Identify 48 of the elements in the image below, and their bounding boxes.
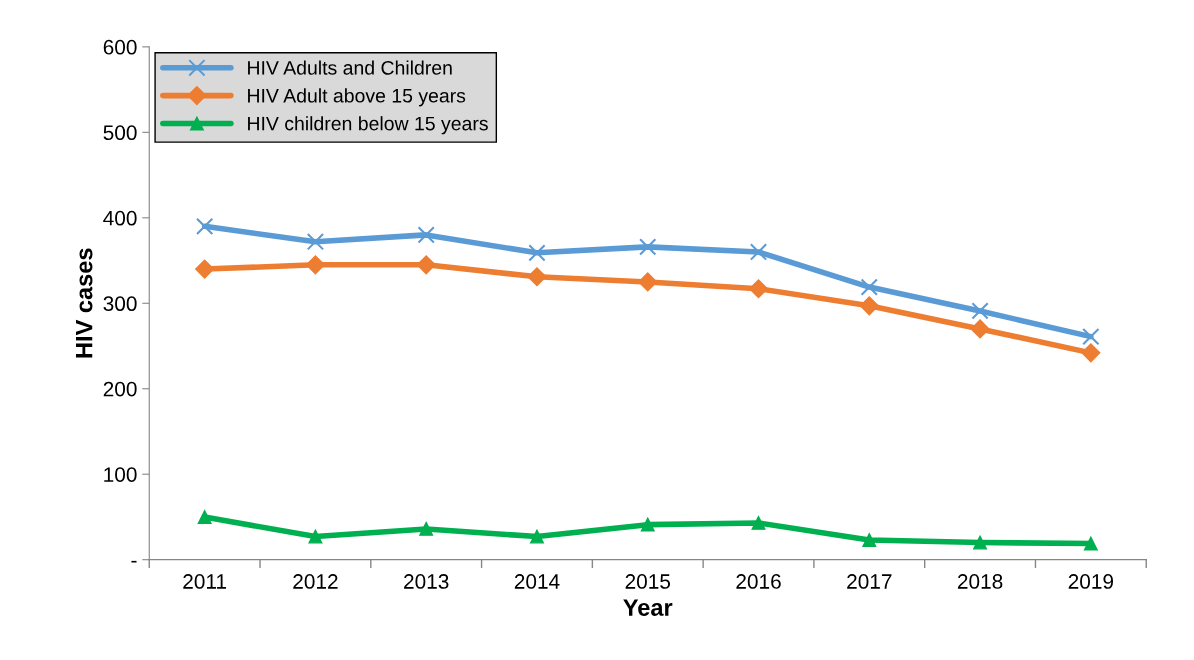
y-tick-label: 500	[103, 125, 137, 141]
point	[860, 278, 878, 296]
point	[306, 233, 325, 251]
point	[417, 226, 435, 244]
y-tick-label: 400	[103, 210, 137, 226]
legend-label: HIV children below 15 years	[248, 116, 488, 135]
x-axis-title: Year	[623, 599, 673, 616]
point	[305, 255, 325, 275]
legend-label: HIV Adult above 15 years	[248, 88, 466, 107]
y-tick-label: 600	[103, 39, 137, 55]
point	[638, 272, 658, 292]
point	[973, 535, 988, 550]
x-tick-label: 2011	[183, 574, 227, 589]
y-tick-label: -	[131, 560, 137, 563]
y-axis-title: HIV cases	[75, 248, 93, 358]
y-tick-label: 200	[103, 381, 137, 397]
x-tick-label: 2019	[1068, 574, 1114, 589]
point	[970, 319, 990, 339]
point	[751, 515, 766, 530]
point	[748, 279, 769, 299]
point	[527, 267, 547, 287]
point	[195, 259, 215, 279]
x-tick-label: 2017	[847, 574, 892, 589]
x-tick-label: 2014	[514, 574, 560, 589]
point	[528, 244, 546, 262]
point	[419, 521, 434, 536]
point	[197, 509, 212, 524]
point	[1082, 327, 1100, 346]
x-tick-label: 2015	[625, 574, 671, 589]
x-tick-label: 2016	[736, 574, 781, 589]
point	[862, 533, 877, 547]
point	[308, 529, 323, 544]
point	[530, 529, 544, 544]
x-tick-label: 2013	[404, 574, 449, 589]
point	[639, 238, 657, 256]
point	[749, 243, 768, 261]
x-tick-label: 2012	[293, 574, 338, 589]
point	[1081, 343, 1101, 363]
x-tick-label: 2018	[957, 574, 1003, 589]
y-tick-label: 300	[103, 296, 137, 312]
point	[859, 296, 879, 316]
point	[971, 302, 989, 320]
point	[195, 217, 214, 236]
point	[1083, 536, 1098, 551]
legend-label: HIV Adults and Children	[248, 60, 452, 75]
point	[640, 517, 655, 532]
point	[416, 255, 436, 275]
y-tick-label: 100	[104, 467, 137, 482]
